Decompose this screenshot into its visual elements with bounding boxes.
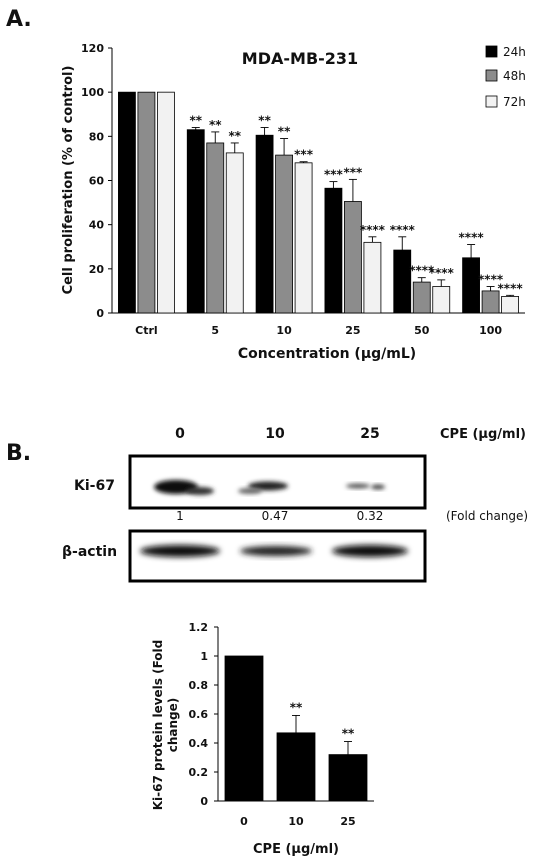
legend-label-48h: 48h: [503, 69, 526, 83]
band-ki67-lane-0-tail: [186, 487, 214, 495]
chart-a-xtick-label: 100: [479, 324, 502, 337]
bar-24h-25: [324, 187, 343, 314]
chart-a-xtick-label: 5: [211, 324, 219, 337]
bar-72h-5: [225, 152, 244, 314]
chart-a-xtick-label: 10: [276, 324, 292, 337]
legend-swatch-72h: [485, 95, 498, 108]
sig-24h-5: **: [189, 114, 202, 128]
bar-48h-5: [206, 142, 225, 314]
bar-24h-10: [255, 134, 274, 314]
sig-72h-100: ****: [498, 281, 524, 295]
band-actin-lane-10: [240, 546, 312, 556]
bar-48h-Ctrl: [137, 91, 156, 314]
fold-change-label: (Fold change): [446, 509, 528, 523]
legend-swatch-24h: [485, 45, 498, 58]
chart-a-legend: 24h 48h 72h: [485, 45, 526, 109]
chart-b-ytick-label: 0.2: [189, 766, 209, 779]
bar-ki67-0: [224, 655, 264, 802]
chart-a-ylabel: Cell proliferation (% of control): [61, 66, 76, 295]
chart-a-ytick-label: 100: [81, 86, 104, 99]
bar-72h-100: [501, 296, 519, 314]
chart-a-ytick-label: 0: [96, 307, 104, 320]
legend-swatch-48h: [485, 69, 498, 82]
blot-row-actin-label: β-actin: [62, 544, 117, 560]
sig-48h-100: ****: [478, 273, 504, 287]
chart-b-plot: 0 0.2 0.4 0.6 0.8 1 1.2 0 ** 10 ** 25: [189, 621, 374, 828]
fold-value-10: 0.47: [262, 509, 289, 523]
sig-24h-10: **: [258, 114, 271, 128]
chart-b-ytick-label: 0.6: [189, 708, 209, 721]
chart-b-ylabel-line2: change): [166, 698, 180, 753]
blot-ki67-frame: [128, 454, 427, 510]
sig-24h-100: ****: [459, 231, 485, 245]
sig-48h-5: **: [209, 118, 222, 132]
band-ki67-lane-25: [346, 483, 370, 489]
fold-value-0: 1: [176, 509, 184, 523]
chart-b-ytick-label: 0.8: [189, 679, 209, 692]
sig-24h-50: ****: [390, 223, 416, 237]
band-actin-lane-0: [140, 545, 220, 557]
chart-b-ytick-label: 1: [200, 650, 208, 663]
panel-b-label: B.: [6, 441, 31, 466]
chart-a-ytick-label: 120: [81, 42, 104, 55]
chart-b-ytick-label: 1.2: [189, 621, 209, 634]
bar-ki67-25: [328, 754, 368, 802]
legend-label-72h: 72h: [503, 95, 526, 109]
chart-a-title: MDA-MB-231: [242, 49, 358, 68]
sig-72h-50: ****: [429, 266, 455, 280]
sig-48h-50: ****: [409, 264, 435, 278]
bar-48h-10: [275, 154, 293, 314]
chart-b-ylabel-line1: Ki-67 protein levels (Fold: [151, 640, 165, 811]
blot-ki67: [128, 454, 427, 510]
chart-b-xtick-label: 0: [240, 815, 248, 828]
band-ki67-lane-25b: [371, 484, 385, 490]
sig-72h-10: ***: [294, 148, 314, 162]
blot-lane-10: 10: [265, 426, 285, 442]
bar-24h-Ctrl: [118, 91, 136, 314]
blot-lane-0: 0: [175, 426, 185, 442]
chart-a-xtick-label: Ctrl: [135, 324, 158, 337]
bar-72h-Ctrl: [157, 91, 175, 314]
bar-72h-10: [294, 162, 313, 314]
band-ki67-lane-10-faint: [238, 488, 262, 494]
bar-72h-50: [432, 286, 451, 314]
bar-24h-50: [393, 249, 412, 314]
chart-a-ytick-label: 40: [89, 219, 105, 232]
chart-a-xtick-label: 50: [414, 324, 430, 337]
chart-b-ytick-label: 0: [200, 795, 208, 808]
sig-48h-25: ***: [344, 165, 364, 179]
blot-row-ki67-label: Ki-67: [74, 478, 115, 494]
bar-24h-5: [186, 129, 205, 314]
bar-ki67-10: [276, 732, 316, 802]
chart-b-ytick-label: 0.4: [189, 737, 209, 750]
blot-lane-25: 25: [360, 426, 379, 442]
sig-ki67-10: **: [290, 700, 303, 714]
bar-72h-25: [363, 241, 382, 314]
band-actin-lane-25: [332, 545, 408, 557]
sig-24h-25: ***: [324, 168, 344, 182]
band-ki67-lane-10: [248, 481, 288, 491]
sig-ki67-25: **: [342, 727, 355, 741]
fold-value-25: 0.32: [357, 509, 384, 523]
chart-b-xlabel: CPE (µg/ml): [253, 842, 339, 857]
chart-b-xtick-label: 25: [340, 815, 355, 828]
bar-48h-50: [412, 281, 431, 314]
chart-a-ytick-label: 80: [89, 130, 105, 143]
bar-48h-25: [344, 201, 362, 314]
sig-72h-25: ****: [360, 223, 386, 237]
chart-b-xtick-label: 10: [288, 815, 304, 828]
sig-72h-5: **: [228, 129, 241, 143]
chart-a-ytick-label: 20: [89, 263, 105, 276]
chart-a-xtick-label: 25: [345, 324, 360, 337]
chart-a-ytick-label: 60: [89, 175, 105, 188]
blot-header-label: CPE (µg/ml): [440, 427, 526, 442]
legend-label-24h: 24h: [503, 45, 526, 59]
panel-a-label: A.: [6, 7, 32, 32]
blot-actin: [128, 529, 427, 583]
sig-48h-10: **: [278, 125, 291, 139]
chart-a-xlabel: Concentration (µg/mL): [238, 346, 416, 362]
